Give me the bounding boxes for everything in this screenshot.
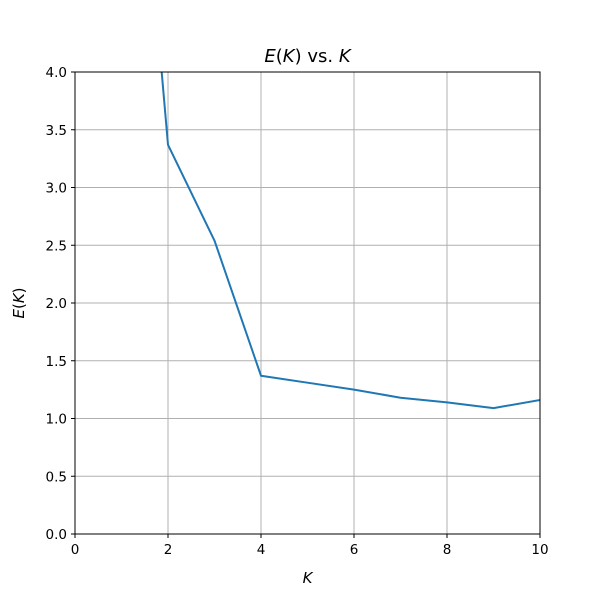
y-tick-label: 3.0 [46, 181, 67, 197]
x-tick-label: 4 [257, 542, 266, 558]
x-axis-title: K [303, 569, 314, 587]
x-tick-label: 0 [71, 542, 80, 558]
y-tick-label: 1.5 [46, 354, 67, 370]
y-tick-label: 4.0 [46, 65, 67, 81]
text-part: K [339, 46, 352, 67]
y-tick-label: 0.5 [46, 469, 67, 485]
x-axis-ticks: 0 2 4 6 8 10 [71, 534, 549, 558]
x-tick-label: 2 [164, 542, 173, 558]
text-part: ( [276, 46, 283, 67]
y-axis-title: E(K) [10, 287, 28, 318]
text-part: ( [10, 303, 28, 309]
y-tick-label: 2.0 [46, 296, 67, 312]
x-tick-label: 10 [531, 542, 548, 558]
text-part: E [10, 309, 28, 319]
y-tick-label: 3.5 [46, 123, 67, 139]
y-tick-label: 1.0 [46, 412, 67, 428]
chart-title: E(K) vs. K [264, 46, 351, 67]
series-group [160, 72, 540, 410]
x-tick-label: 6 [350, 542, 359, 558]
text-part: E [264, 46, 276, 67]
text-part: K [10, 292, 28, 303]
text-part: ) vs. [295, 46, 339, 67]
text-part: ) [10, 287, 28, 293]
x-tick-label: 8 [443, 542, 452, 558]
series-line [160, 72, 540, 410]
text-part: K [283, 46, 296, 67]
y-axis-ticks: 0.0 0.5 1.0 1.5 2.0 2.5 3.0 3.5 4.0 [46, 65, 75, 543]
y-tick-label: 0.0 [46, 527, 67, 543]
y-tick-label: 2.5 [46, 238, 67, 254]
